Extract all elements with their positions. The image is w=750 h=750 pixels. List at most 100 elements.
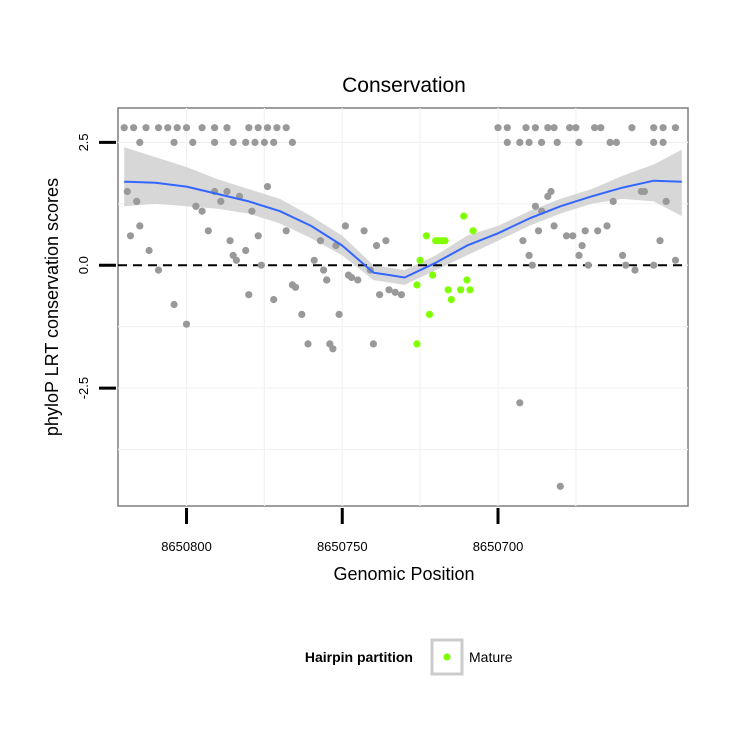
data-point — [382, 237, 390, 245]
data-point — [606, 138, 614, 146]
data-point — [376, 291, 384, 299]
data-point — [123, 187, 131, 196]
data-point — [245, 291, 253, 299]
data-point — [619, 251, 627, 259]
data-point — [204, 227, 212, 235]
data-point — [291, 283, 300, 291]
legend-key-mature-swatch — [443, 653, 451, 661]
data-point — [270, 296, 278, 304]
data-point — [245, 124, 253, 132]
data-point — [369, 340, 377, 348]
data-point — [522, 124, 530, 132]
data-point — [354, 276, 362, 284]
mature-point — [416, 256, 424, 264]
x-axis: 8650800 8650750 8650700 — [161, 508, 523, 554]
y-tick-label: 0.0 — [76, 256, 91, 274]
data-point — [659, 124, 667, 132]
data-point — [591, 124, 599, 132]
data-point — [544, 124, 552, 132]
data-point — [547, 187, 555, 196]
data-point — [335, 310, 343, 318]
data-point — [263, 124, 272, 132]
data-point — [631, 266, 639, 274]
data-point — [229, 138, 237, 146]
data-point — [385, 286, 393, 294]
data-point — [217, 197, 225, 205]
mature-point — [460, 212, 468, 220]
data-point — [198, 207, 206, 215]
data-point — [120, 124, 128, 132]
data-point — [242, 246, 250, 255]
data-point — [656, 237, 664, 245]
y-axis: 2.5 0.0 -2.5 — [76, 133, 116, 399]
data-point — [223, 187, 231, 196]
data-point — [164, 124, 172, 132]
data-point — [650, 124, 658, 132]
data-point — [182, 320, 191, 328]
data-point — [562, 232, 571, 240]
y-tick-label: 2.5 — [76, 133, 91, 151]
data-point — [170, 138, 178, 146]
mature-point — [457, 286, 465, 294]
data-point — [170, 300, 178, 309]
data-point — [503, 124, 511, 132]
data-point — [232, 256, 240, 264]
data-point — [310, 256, 318, 264]
data-point — [569, 232, 577, 240]
data-point — [133, 197, 141, 205]
data-point — [538, 138, 546, 146]
mature-point — [413, 340, 421, 348]
mature-point — [469, 227, 477, 235]
data-point — [130, 124, 138, 132]
data-point — [223, 124, 231, 132]
data-point — [397, 291, 405, 299]
data-point — [531, 124, 540, 132]
data-point — [211, 124, 219, 132]
data-point — [198, 124, 206, 132]
data-point — [650, 261, 658, 269]
x-axis-title: Genomic Position — [333, 564, 474, 584]
data-point — [282, 124, 290, 132]
data-point — [640, 187, 649, 196]
data-point — [550, 124, 558, 132]
data-point — [391, 288, 399, 296]
data-point — [556, 482, 564, 490]
data-point — [572, 124, 580, 132]
data-point — [360, 227, 368, 235]
data-point — [273, 124, 281, 132]
data-point — [528, 261, 536, 269]
data-point — [628, 124, 636, 132]
data-point — [257, 261, 265, 269]
data-point — [671, 256, 680, 264]
data-point — [282, 227, 290, 235]
data-point — [145, 246, 153, 255]
y-axis-title: phyloP LRT conservation scores — [42, 178, 62, 436]
legend: Hairpin partition Mature — [305, 638, 513, 676]
data-point — [659, 138, 667, 146]
data-point — [242, 138, 250, 146]
data-point — [329, 345, 337, 353]
data-point — [288, 138, 296, 146]
data-point — [494, 124, 502, 132]
data-point — [609, 197, 617, 205]
data-point — [671, 124, 680, 132]
data-point — [575, 138, 583, 146]
data-point — [341, 222, 349, 230]
data-point — [136, 222, 144, 230]
data-point — [597, 124, 605, 132]
data-point — [348, 273, 356, 282]
mature-point — [422, 232, 430, 240]
mature-point — [444, 286, 452, 294]
data-point — [192, 202, 200, 210]
data-point — [323, 276, 331, 284]
data-point — [575, 251, 583, 259]
mature-point — [447, 296, 455, 304]
data-point — [550, 222, 558, 230]
points-layer — [120, 124, 680, 490]
data-point — [603, 222, 611, 230]
data-point — [260, 138, 268, 146]
y-tick-label: -2.5 — [76, 377, 91, 399]
data-point — [581, 227, 589, 235]
mature-point — [466, 286, 474, 294]
